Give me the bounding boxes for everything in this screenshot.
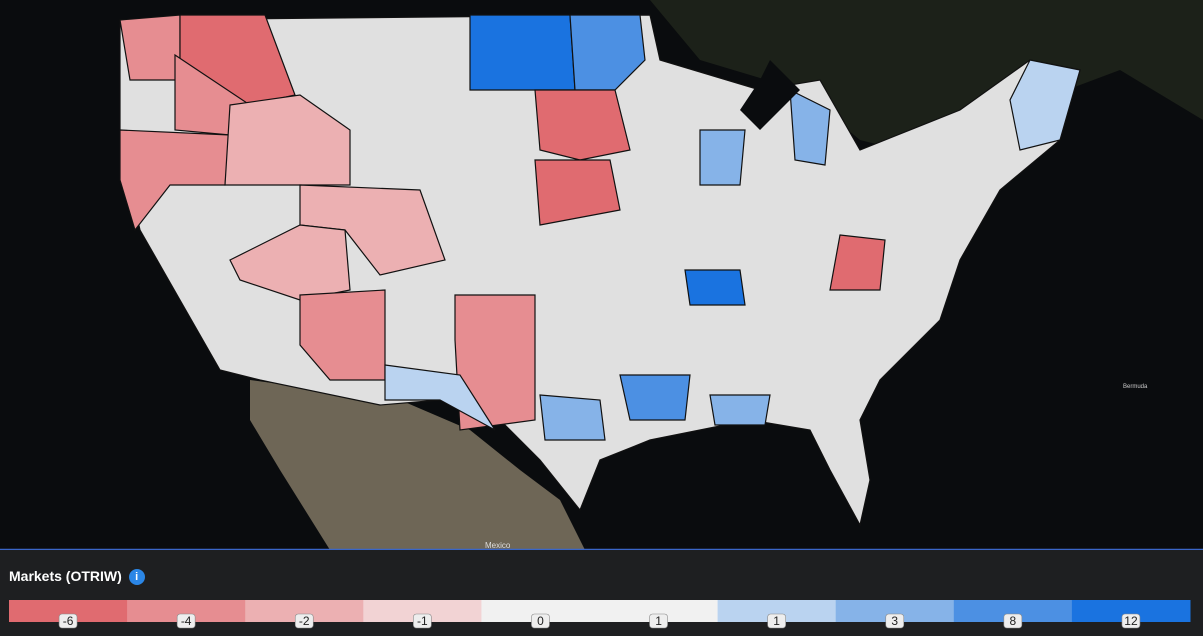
map: Mexico Bermuda bbox=[0, 0, 1203, 550]
market-region bbox=[569, 14, 646, 91]
legend-label: 3 bbox=[891, 614, 898, 628]
legend-swatch bbox=[717, 600, 837, 622]
legend-swatch bbox=[245, 600, 364, 622]
legend-swatch bbox=[481, 600, 600, 622]
market-region bbox=[1009, 59, 1081, 151]
legend-label: 1 bbox=[655, 614, 662, 628]
legend-label: -6 bbox=[63, 614, 74, 628]
market-region bbox=[229, 224, 351, 301]
legend-label: 1 bbox=[773, 614, 780, 628]
legend-bar: -6 -4 -2 -1 0 1 1 3 8 12 bbox=[9, 600, 1191, 629]
legend-label-bg bbox=[413, 613, 432, 629]
legend-swatch bbox=[127, 600, 246, 622]
market-region bbox=[224, 94, 351, 186]
market-region bbox=[534, 159, 621, 226]
market-region bbox=[829, 234, 886, 291]
market-region bbox=[454, 294, 536, 431]
legend-label-bg bbox=[176, 613, 196, 629]
market-region bbox=[119, 14, 181, 81]
market-region bbox=[789, 88, 831, 166]
legend-label-bg bbox=[767, 613, 786, 629]
legend-label: -4 bbox=[181, 614, 192, 628]
us-base bbox=[119, 14, 1081, 527]
legend-label-bg bbox=[885, 613, 905, 629]
legend-panel: Markets (OTRIW) i -6 -4 -2 -1 0 1 1 3 8 12 bbox=[0, 550, 1203, 636]
map-label: Bermuda bbox=[1123, 384, 1148, 390]
market-region bbox=[684, 269, 746, 306]
market-region bbox=[699, 129, 746, 186]
canada-land bbox=[650, 0, 1203, 150]
legend-swatch bbox=[953, 600, 1073, 622]
legend-label-bg bbox=[649, 613, 668, 629]
legend-label: -2 bbox=[299, 614, 310, 628]
legend-label-bg bbox=[294, 613, 314, 629]
legend-swatch bbox=[599, 600, 719, 622]
legend-label-bg bbox=[1003, 613, 1023, 629]
legend-label: -1 bbox=[417, 614, 428, 628]
market-region bbox=[709, 394, 771, 426]
map-label: Mexico bbox=[485, 541, 511, 550]
market-region bbox=[619, 374, 691, 421]
market-region bbox=[469, 14, 576, 91]
legend-label-bg bbox=[1121, 613, 1141, 629]
legend-swatch bbox=[1071, 600, 1191, 622]
legend-label: 0 bbox=[537, 614, 544, 628]
legend-title-text: Markets (OTRIW) bbox=[9, 568, 122, 584]
lake bbox=[740, 60, 800, 130]
legend-label-bg bbox=[531, 613, 550, 629]
legend-label: 8 bbox=[1010, 614, 1017, 628]
legend-title: Markets (OTRIW) i bbox=[9, 568, 145, 586]
market-region bbox=[534, 89, 631, 161]
legend-swatch bbox=[835, 600, 955, 622]
legend-swatch bbox=[363, 600, 482, 622]
legend-label: 12 bbox=[1124, 614, 1138, 628]
mexico-land bbox=[250, 380, 585, 550]
info-icon[interactable]: i bbox=[128, 569, 145, 586]
market-region bbox=[299, 289, 386, 381]
market-region bbox=[384, 364, 496, 431]
market-region bbox=[539, 394, 606, 441]
legend-label-bg bbox=[58, 613, 78, 629]
legend-swatch bbox=[9, 600, 128, 622]
